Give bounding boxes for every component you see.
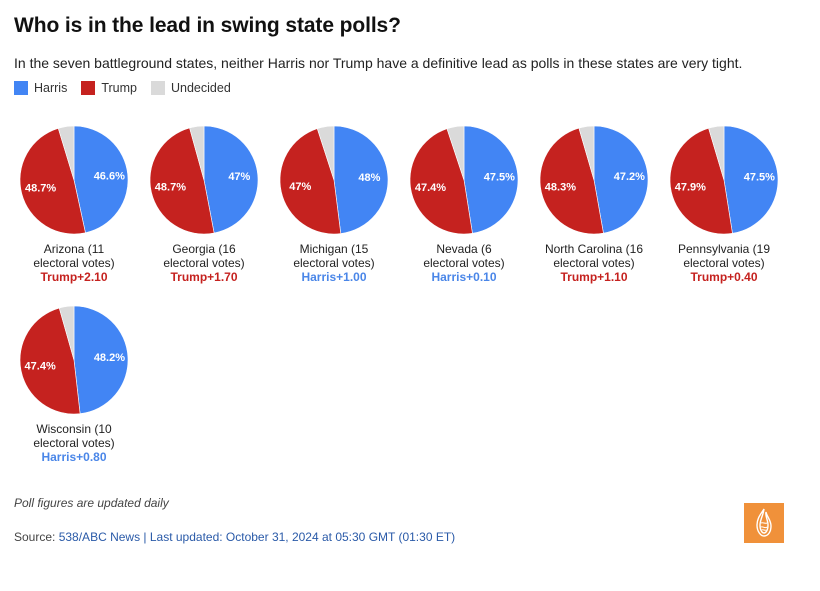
pie-label-trump: 47.4% — [25, 360, 56, 372]
pie-slice-undecided — [316, 125, 335, 181]
pie-label-harris: 47.2% — [614, 171, 645, 183]
state-caption: Michigan (15 electoral votes) Harris+1.00 — [269, 242, 399, 284]
pie-slice-harris — [203, 125, 259, 234]
legend-swatch-trump — [81, 81, 96, 95]
state-electoral-votes: electoral votes) — [293, 256, 375, 270]
state-electoral-votes: electoral votes) — [423, 256, 505, 270]
pie-label-trump: 47.4% — [415, 182, 446, 194]
footnote: Poll figures are updated daily — [14, 496, 169, 510]
state-name: Arizona (11 — [43, 242, 105, 256]
state-name: Wisconsin (10 — [36, 422, 112, 436]
state-electoral-votes: electoral votes) — [683, 256, 765, 270]
state-name: Pennsylvania (19 — [677, 242, 771, 256]
logo-calligraphy-icon — [756, 508, 772, 537]
legend-label-undecided: Undecided — [171, 81, 231, 95]
pie-slice-harris — [73, 305, 129, 414]
state-name: North Carolina (16 — [544, 242, 644, 256]
pie-label-harris: 47% — [228, 171, 250, 183]
source-link[interactable]: 538/ABC News | Last updated: October 31,… — [58, 530, 456, 544]
pie-slice-trump — [409, 128, 473, 235]
state-electoral-votes: electoral votes) — [33, 436, 115, 450]
pie-label-harris: 47.5% — [744, 171, 775, 183]
state-caption: Nevada (6 electoral votes) Harris+0.10 — [399, 242, 529, 284]
pie-slice-harris — [73, 125, 129, 234]
state-caption: North Carolina (16 electoral votes) Trump+… — [529, 242, 659, 284]
pie-slice-undecided — [57, 125, 75, 181]
legend-item-trump: Trump — [81, 81, 137, 95]
pie-label-trump: 48.3% — [545, 182, 576, 194]
pie-slice-harris — [723, 125, 779, 234]
state-lead-margin: Harris+0.80 — [41, 450, 107, 464]
state-lead-margin: Trump+1.10 — [560, 270, 628, 284]
state-name: Georgia (16 — [172, 242, 236, 256]
legend-item-undecided: Undecided — [151, 81, 231, 95]
state-lead-margin: Harris+0.10 — [431, 270, 497, 284]
legend-label-harris: Harris — [34, 81, 68, 95]
legend-swatch-undecided — [151, 81, 165, 95]
legend: Harris Trump Undecided — [14, 81, 245, 95]
pie-slice-undecided — [708, 125, 725, 181]
pie-slice-harris — [593, 125, 649, 234]
pie-slice-undecided — [189, 125, 205, 181]
pie-slice-trump — [149, 127, 215, 235]
pie-label-harris: 47.5% — [484, 171, 515, 183]
pie-slice-trump — [539, 127, 604, 235]
state-lead-margin: Trump+1.70 — [170, 270, 238, 284]
state-caption: Pennsylvania (19 electoral votes) Trump+0.… — [659, 242, 789, 284]
pie-slice-trump — [669, 127, 733, 235]
pie-label-harris: 48.2% — [94, 352, 125, 364]
state-caption: Arizona (11 electoral votes) Trump+2.10 — [9, 242, 139, 284]
pie-slice-trump — [19, 127, 86, 235]
state-electoral-votes: electoral votes) — [33, 256, 115, 270]
pie-slice-undecided — [58, 305, 75, 361]
pie-slice-harris — [333, 125, 389, 234]
pie-slice-harris — [463, 125, 519, 234]
state-lead-margin: Trump+2.10 — [40, 270, 108, 284]
chart-subtitle: In the seven battleground states, neithe… — [14, 55, 743, 71]
state-lead-margin: Harris+1.00 — [301, 270, 367, 284]
state-name: Nevada (6 — [436, 242, 492, 256]
al-jazeera-logo-icon — [744, 503, 784, 543]
state-electoral-votes: electoral votes) — [553, 256, 635, 270]
pie-label-trump: 47.9% — [675, 181, 706, 193]
source-prefix: Source: — [14, 530, 59, 544]
pie-label-harris: 46.6% — [94, 170, 125, 182]
pie-label-trump: 48.7% — [155, 182, 186, 194]
state-caption: Georgia (16 electoral votes) Trump+1.70 — [139, 242, 269, 284]
state-electoral-votes: electoral votes) — [163, 256, 245, 270]
pie-slice-trump — [19, 307, 81, 415]
pie-slice-undecided — [578, 125, 595, 181]
pie-label-harris: 48% — [358, 172, 380, 184]
state-caption: Wisconsin (10 electoral votes) Harris+0.80 — [9, 422, 139, 464]
state-name: Michigan (15 — [299, 242, 369, 256]
state-lead-margin: Trump+0.40 — [690, 270, 758, 284]
pie-label-trump: 48.7% — [25, 182, 56, 194]
legend-label-trump: Trump — [101, 81, 137, 95]
chart-title: Who is in the lead in swing state polls? — [14, 14, 401, 37]
pie-slice-undecided — [446, 125, 465, 181]
legend-item-harris: Harris — [14, 81, 67, 95]
source-line: Source: 538/ABC News | Last updated: Oct… — [14, 530, 455, 544]
legend-swatch-harris — [14, 81, 28, 95]
pie-label-trump: 47% — [289, 181, 311, 193]
